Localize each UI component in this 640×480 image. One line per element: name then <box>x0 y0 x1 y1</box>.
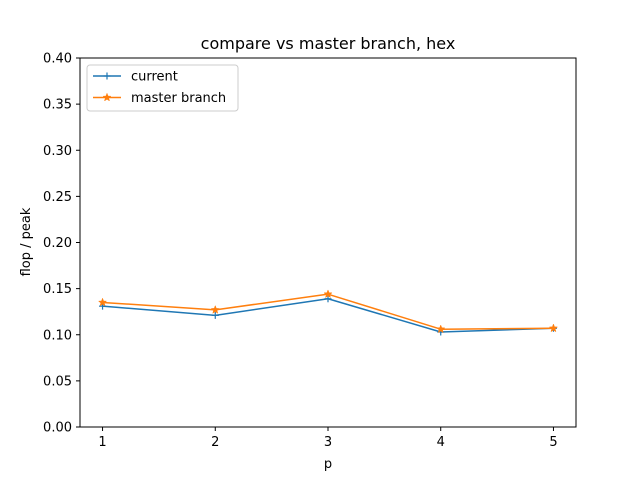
legend-marker <box>102 92 112 102</box>
x-tick-label: 3 <box>324 435 332 450</box>
y-tick-label: 0.40 <box>43 52 72 67</box>
data-point <box>324 295 332 303</box>
legend-label: current <box>131 70 178 85</box>
y-tick-label: 0.35 <box>43 98 72 113</box>
y-tick-label: 0.10 <box>43 328 72 343</box>
y-tick-label: 0.20 <box>43 236 72 251</box>
series-master-branch <box>97 289 559 334</box>
y-tick-label: 0.05 <box>43 374 72 389</box>
x-axis-label: p <box>324 457 332 472</box>
data-point <box>210 304 220 314</box>
y-axis: 0.00 0.05 0.10 0.15 0.20 0.25 0.30 0.35 0.40 <box>43 52 80 436</box>
chart-title: compare vs master branch, hex <box>201 34 456 53</box>
y-tick-label: 0.25 <box>43 190 72 205</box>
y-tick-label: 0.00 <box>43 421 72 436</box>
legend-label: master branch <box>131 91 226 106</box>
legend-entry: current <box>93 70 178 85</box>
y-tick-label: 0.15 <box>43 282 72 297</box>
legend: current master branch <box>86 64 239 112</box>
legend-entry: master branch <box>93 91 226 106</box>
data-point <box>211 311 219 319</box>
data-point <box>436 324 446 334</box>
x-tick-label: 5 <box>549 435 557 450</box>
x-tick-label: 1 <box>98 435 106 450</box>
legend-marker <box>103 72 111 80</box>
data-point <box>548 323 559 333</box>
series-layer <box>97 289 559 336</box>
data-point <box>97 297 108 307</box>
x-tick-label: 4 <box>437 435 445 450</box>
x-axis: 1 2 3 4 5 <box>98 427 558 450</box>
legend-box <box>86 64 239 112</box>
plot-area <box>80 58 576 427</box>
data-point <box>323 289 333 299</box>
x-tick-label: 2 <box>211 435 219 450</box>
y-tick-label: 0.30 <box>43 144 72 159</box>
y-axis-label: flop / peak <box>19 207 34 276</box>
plot-frame <box>79 57 577 428</box>
